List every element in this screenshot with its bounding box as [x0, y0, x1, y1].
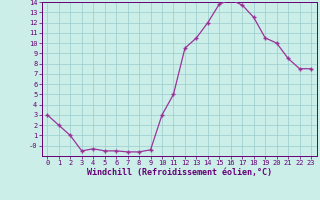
X-axis label: Windchill (Refroidissement éolien,°C): Windchill (Refroidissement éolien,°C) [87, 168, 272, 177]
